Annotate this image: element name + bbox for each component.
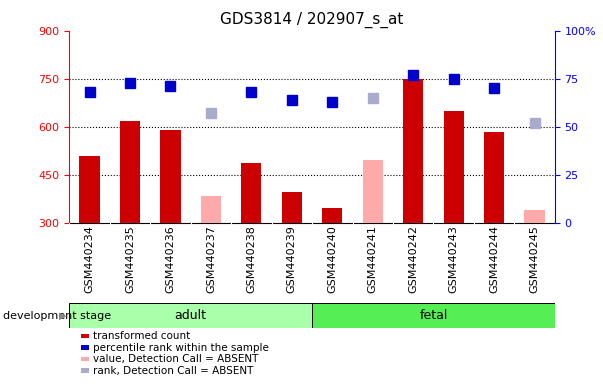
Bar xyxy=(312,303,555,328)
Text: adult: adult xyxy=(175,310,207,322)
Text: GSM440238: GSM440238 xyxy=(247,225,256,293)
Bar xyxy=(69,303,312,328)
Title: GDS3814 / 202907_s_at: GDS3814 / 202907_s_at xyxy=(220,12,404,28)
Bar xyxy=(403,79,423,223)
Bar xyxy=(81,368,89,373)
Text: GSM440234: GSM440234 xyxy=(84,225,95,293)
Text: percentile rank within the sample: percentile rank within the sample xyxy=(93,343,270,353)
Text: GSM440242: GSM440242 xyxy=(408,225,418,293)
Bar xyxy=(160,130,180,223)
Bar xyxy=(81,334,89,338)
Bar xyxy=(362,160,383,223)
Bar xyxy=(241,163,262,223)
Text: ▶: ▶ xyxy=(59,311,66,321)
Text: GSM440236: GSM440236 xyxy=(165,225,175,293)
Bar xyxy=(201,195,221,223)
Text: transformed count: transformed count xyxy=(93,331,191,341)
Text: GSM440237: GSM440237 xyxy=(206,225,216,293)
Bar xyxy=(81,345,89,350)
Text: GSM440235: GSM440235 xyxy=(125,225,135,293)
Text: GSM440240: GSM440240 xyxy=(327,225,337,293)
Bar xyxy=(120,121,140,223)
Bar xyxy=(444,111,464,223)
Bar xyxy=(282,192,302,223)
Text: GSM440239: GSM440239 xyxy=(287,225,297,293)
Text: GSM440244: GSM440244 xyxy=(489,225,499,293)
Bar xyxy=(525,210,545,223)
Bar xyxy=(484,131,504,223)
Text: GSM440241: GSM440241 xyxy=(368,225,377,293)
Bar xyxy=(81,357,89,361)
Bar xyxy=(80,156,99,223)
Bar xyxy=(322,208,343,223)
Text: fetal: fetal xyxy=(419,310,447,322)
Text: GSM440243: GSM440243 xyxy=(449,225,459,293)
Text: GSM440245: GSM440245 xyxy=(529,225,540,293)
Text: rank, Detection Call = ABSENT: rank, Detection Call = ABSENT xyxy=(93,366,254,376)
Text: development stage: development stage xyxy=(3,311,111,321)
Text: value, Detection Call = ABSENT: value, Detection Call = ABSENT xyxy=(93,354,259,364)
